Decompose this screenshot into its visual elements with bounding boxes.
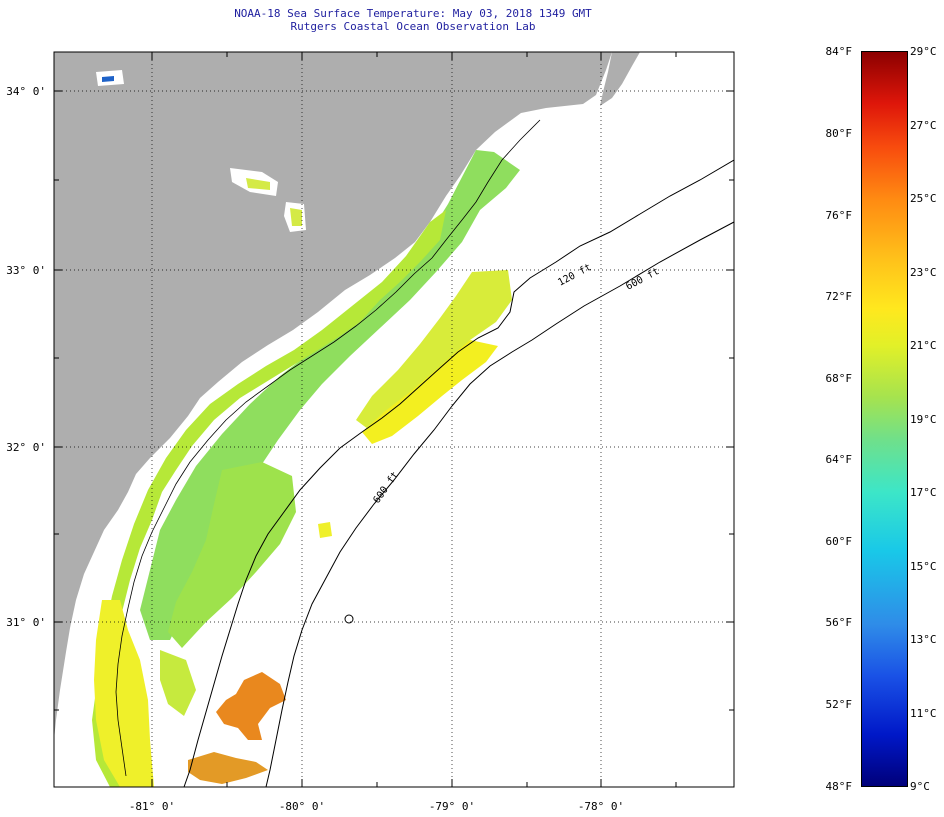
sst-offshore-mid: [356, 270, 512, 432]
land-mass: [54, 52, 612, 740]
contour-seamount: [344, 614, 354, 624]
sst-coastal-warm: [94, 600, 154, 787]
map-frame: [53, 51, 735, 788]
lat-label-31: 31° 0': [6, 616, 46, 629]
colorbar-f-68: 68°F: [825, 372, 853, 385]
sst-gulfstream-edge: [362, 340, 498, 444]
colorbar-c-21: 21°C: [910, 339, 937, 352]
sst-warm-patch-1: [216, 672, 286, 740]
sst-isolated-patch: [318, 522, 332, 538]
colorbar-f-60: 60°F: [825, 535, 853, 548]
island-sst: [102, 76, 114, 82]
colorbar-c-15: 15°C: [910, 560, 937, 573]
lat-label-34: 34° 0': [6, 85, 46, 98]
inland-lake-2-sst: [290, 208, 302, 226]
lat-label-33: 33° 0': [6, 264, 46, 277]
land-cape: [600, 52, 640, 106]
graticule: [54, 52, 734, 787]
contour-label-120: 120 ft: [556, 262, 593, 289]
colorbar-c-17: 17°C: [910, 486, 937, 499]
lon-label-79: -79° 0': [428, 800, 476, 813]
colorbar-f-80: 80°F: [825, 127, 853, 140]
sst-shelf-mid: [92, 210, 446, 787]
lon-label-80: -80° 0': [278, 800, 326, 813]
colorbar-c-23: 23°C: [910, 266, 937, 279]
colorbar-f-72: 72°F: [825, 290, 853, 303]
inland-lake-sst: [246, 178, 270, 190]
map-subtitle: Rutgers Coastal Ocean Observation Lab: [290, 20, 536, 33]
colorbar-f-84: 84°F: [825, 45, 853, 58]
colorbar-f-76: 76°F: [825, 209, 853, 222]
lon-label-81: -81° 0': [128, 800, 176, 813]
contour-600ft: [265, 221, 734, 787]
tick-marks: [54, 52, 734, 787]
map-title: NOAA-18 Sea Surface Temperature: May 03,…: [234, 7, 592, 20]
colorbar-c-19: 19°C: [910, 413, 937, 426]
colorbar-c-9: 9°C: [910, 780, 930, 793]
temperature-colorbar: [861, 51, 908, 787]
colorbar-c-13: 13°C: [910, 633, 937, 646]
colorbar-c-29: 29°C: [910, 45, 937, 58]
colorbar-c-25: 25°C: [910, 192, 937, 205]
colorbar-f-64: 64°F: [825, 453, 853, 466]
lat-label-32: 32° 0': [6, 441, 46, 454]
sst-lower-shelf: [168, 462, 296, 648]
sst-inner-light: [160, 650, 196, 716]
contour-inner: [115, 119, 541, 777]
lon-label-78: -78° 0': [577, 800, 625, 813]
colorbar-f-56: 56°F: [825, 616, 853, 629]
colorbar-c-11: 11°C: [910, 707, 937, 720]
contour-120ft: [183, 159, 734, 787]
colorbar-c-27: 27°C: [910, 119, 937, 132]
colorbar-f-48: 48°F: [825, 780, 853, 793]
contour-label-600-south: 600 ft: [371, 470, 401, 506]
sst-warm-patch-2: [188, 752, 268, 784]
colorbar-f-52: 52°F: [825, 698, 853, 711]
